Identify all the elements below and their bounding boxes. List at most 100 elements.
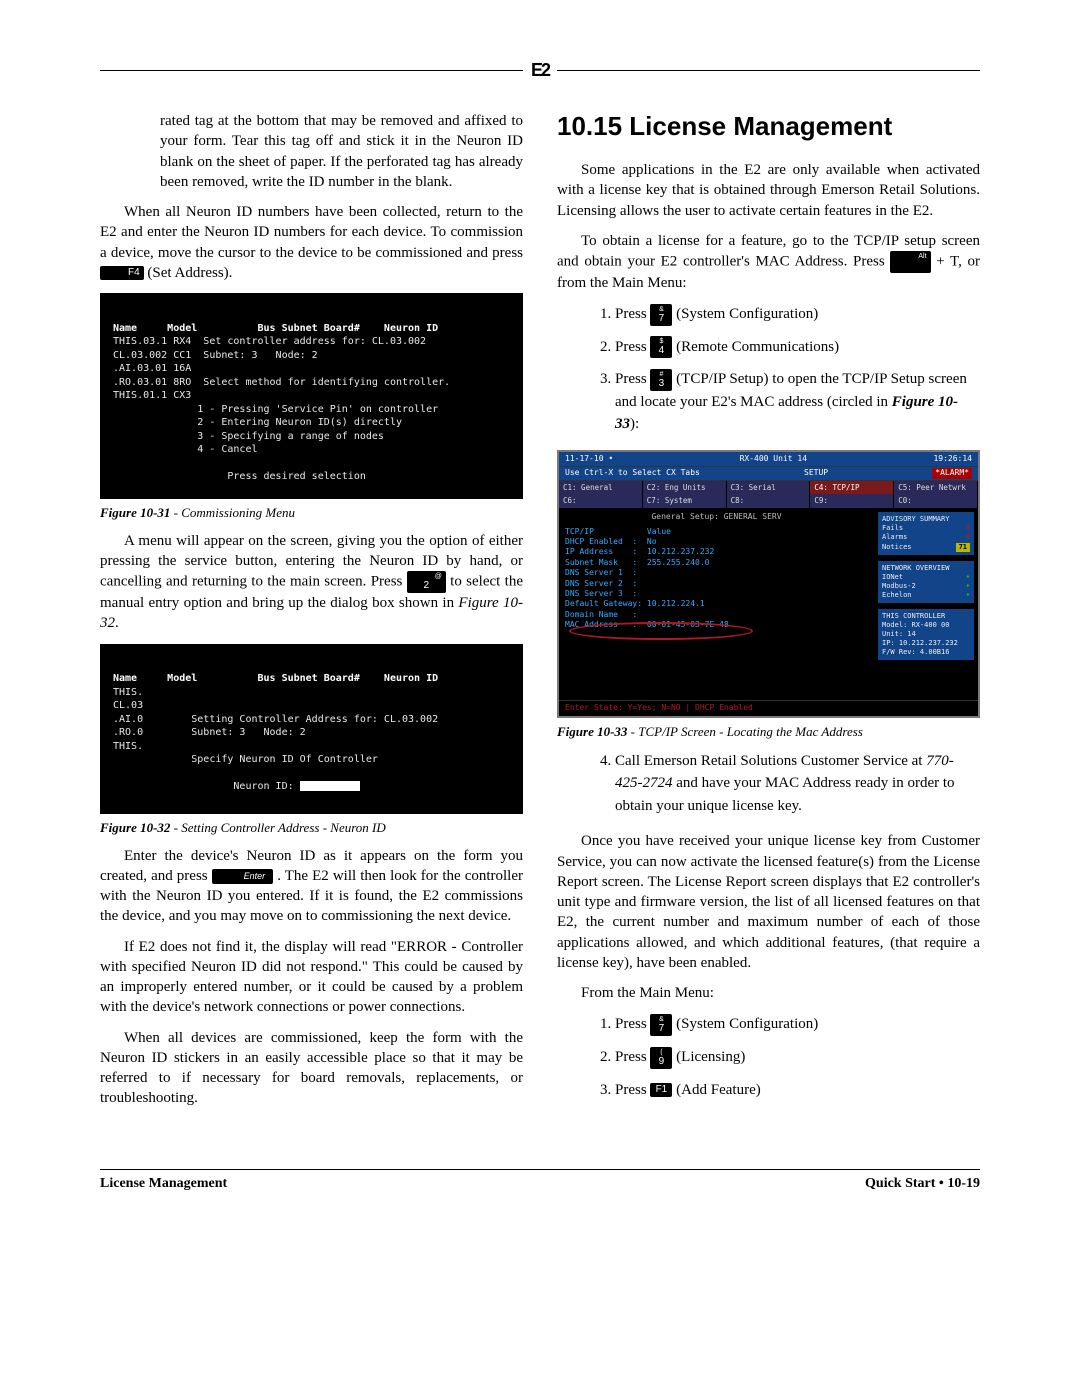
- tcp-subbar: Use Ctrl-X to Select CX Tabs SETUP *ALAR…: [559, 467, 978, 480]
- key-4-icon: $4: [650, 336, 672, 358]
- left-p2-tail: (Set Address).: [147, 265, 232, 281]
- enter-key-label: Enter: [244, 871, 266, 881]
- footer-right-a: Quick Start: [865, 1176, 935, 1191]
- rule-right: [557, 70, 980, 71]
- figure-10-33-screenshot: 11-17-10 • RX-400 Unit 14 19:26:14 Use C…: [557, 450, 980, 718]
- tcp-status: Enter State: Y=Yes; N=NO | DHCP Enabled: [559, 700, 978, 715]
- fk-1: F1: PREV TAB: [559, 716, 643, 718]
- tcp-unit: RX-400 Unit 14: [740, 454, 807, 464]
- key-9-top: (: [654, 1049, 668, 1056]
- footer-right: Quick Start • 10-19: [865, 1176, 980, 1192]
- fig32-r7: Neuron ID:: [113, 781, 294, 792]
- advisory-notices: Notices 71: [882, 543, 970, 552]
- right-p4: From the Main Menu:: [557, 983, 980, 1003]
- tcp-l6: DNS Server 3 :: [565, 589, 637, 598]
- tab-c9: C9:: [810, 494, 894, 508]
- tcp-sub-left: Use Ctrl-X to Select CX Tabs: [565, 468, 700, 478]
- step2-3: Press F1 (Add Feature): [615, 1079, 980, 1102]
- fig31-r3: .RO.03.01 8RO Select method for identify…: [113, 377, 450, 388]
- net-1-v: •: [966, 582, 970, 591]
- tcp-l8: Domain Name :: [565, 610, 637, 619]
- tcp-l2: IP Address : 10.212.237.232: [565, 547, 714, 556]
- net-2-l: Echelon: [882, 591, 912, 600]
- fig31-r2: .AI.03.01 16A: [113, 363, 191, 374]
- mac-address-circle-icon: [569, 622, 753, 640]
- fig32-r5: Specify Neuron ID Of Controller: [113, 754, 378, 765]
- key-7-icon: &7: [650, 304, 672, 326]
- figure-10-32-caption: Figure 10-32 - Setting Controller Addres…: [100, 820, 523, 836]
- adv-alarms-v: 0: [966, 533, 970, 542]
- step4-text: Call Emerson Retail Solutions Customer S…: [615, 753, 926, 769]
- net-0-v: •: [966, 573, 970, 582]
- tcp-side: ADVISORY SUMMARY Fails0 Alarms0 Notices7…: [874, 508, 978, 700]
- fig31-r6: 2 - Entering Neuron ID(s) directly: [113, 417, 402, 428]
- step1-3b: ):: [630, 416, 639, 432]
- column-right: 10.15 License Management Some applicatio…: [557, 111, 980, 1119]
- figure-10-32-screenshot: Name Model Bus Subnet Board# Neuron ID T…: [100, 644, 523, 814]
- footer-left-text: License Management: [100, 1176, 227, 1191]
- fig31-cap-i: - Commissioning Menu: [170, 505, 295, 520]
- tcp-l7: Default Gateway: 10.212.224.1: [565, 599, 705, 608]
- fig31-r5: 1 - Pressing 'Service Pin' on controller: [113, 404, 438, 415]
- net-ionet: IONet•: [882, 573, 970, 582]
- tcp-body: General Setup: GENERAL SERVTCP/IP Value …: [559, 508, 978, 700]
- fig31-r0: THIS.03.1 RX4 Set controller address for…: [113, 336, 426, 347]
- fk-3: F3: EDIT: [727, 716, 811, 718]
- header-logo: E2: [531, 60, 549, 81]
- figure-10-33-caption: Figure 10-33 - TCP/IP Screen - Locating …: [557, 724, 980, 740]
- fig32-r4: THIS.: [113, 741, 143, 752]
- fig31-r8: 4 - Cancel: [113, 444, 258, 455]
- alt-key-icon: Alt: [890, 251, 930, 273]
- fk-5: F5: CANCEL: [894, 716, 978, 718]
- key-9-icon: (9: [650, 1047, 672, 1069]
- fk-2: F2: NEXT TAB: [643, 716, 727, 718]
- left-p2: When all Neuron ID numbers have been col…: [100, 202, 523, 283]
- fig33-cap-i: - TCP/IP Screen - Locating the Mac Addre…: [627, 724, 862, 739]
- fig32-cap-i: - Setting Controller Address - Neuron ID: [170, 820, 385, 835]
- adv-fails-v: 0: [966, 524, 970, 533]
- ctrl-2: IP: 10.212.237.232: [882, 639, 970, 648]
- rule-left: [100, 70, 523, 71]
- fig31-cols: Name Model Bus Subnet Board# Neuron ID: [113, 323, 438, 334]
- tcp-titlebar: 11-17-10 • RX-400 Unit 14 19:26:14: [559, 452, 978, 467]
- fig31-r1: CL.03.002 CC1 Subnet: 3 Node: 2: [113, 350, 318, 361]
- key-7b-icon: &7: [650, 1014, 672, 1036]
- ctrl-title: THIS CONTROLLER: [882, 612, 970, 621]
- net-modbus: Modbus-2 •: [882, 582, 970, 591]
- step1-1: Press &7 (System Configuration): [615, 303, 980, 326]
- page-footer: License Management Quick Start • 10-19: [100, 1169, 980, 1192]
- tcp-date: 11-17-10 •: [565, 454, 613, 464]
- advisory-alarms: Alarms0: [882, 533, 970, 542]
- tcp-l4: DNS Server 1 :: [565, 568, 637, 577]
- fig32-cols: Name Model Bus Subnet Board# Neuron ID: [113, 673, 438, 684]
- left-p6: When all devices are commissioned, keep …: [100, 1028, 523, 1109]
- fig32-r1: CL.03: [113, 700, 143, 711]
- ctrl-3: F/W Rev: 4.00B16: [882, 648, 970, 657]
- key-7-top: &: [654, 306, 668, 313]
- tcp-sub-center: SETUP: [804, 468, 828, 478]
- tab-c8: C8:: [727, 494, 811, 508]
- fig32-cap-b: Figure 10-32: [100, 820, 170, 835]
- key-7-main: 7: [659, 313, 665, 324]
- left-p3: A menu will appear on the screen, giving…: [100, 531, 523, 634]
- columns: rated tag at the bottom that may be remo…: [100, 111, 980, 1119]
- ctrl-0: Model: RX-400 00: [882, 621, 970, 630]
- step2-2-tail: (Licensing): [672, 1049, 745, 1065]
- net-2-v: •: [966, 591, 970, 600]
- net-1-l: Modbus-2: [882, 582, 916, 591]
- f4-key-icon: F4: [100, 266, 144, 280]
- step1-3: Press #3 (TCP/IP Setup) to open the TCP/…: [615, 368, 980, 436]
- tcp-tabs-row1: C1: General C2: Eng Units C3: Serial C4:…: [559, 481, 978, 495]
- tcp-tabs-row2: C6: C7: System C8: C9: C0:: [559, 494, 978, 508]
- fig31-r10: Press desired selection: [113, 471, 366, 482]
- adv-not-v: 71: [956, 543, 970, 552]
- adv-not-l: Notices: [882, 543, 912, 552]
- neuron-id-blank: [300, 781, 360, 791]
- key-2-top: @: [411, 573, 442, 580]
- footer-left: License Management: [100, 1176, 227, 1192]
- network-panel: NETWORK OVERVIEW IONet• Modbus-2• Echelo…: [878, 561, 974, 603]
- alt-key-label: Alt: [894, 253, 926, 260]
- column-left: rated tag at the bottom that may be remo…: [100, 111, 523, 1119]
- tcp-alarm-badge: *ALARM*: [932, 468, 972, 478]
- advisory-panel: ADVISORY SUMMARY Fails0 Alarms0 Notices7…: [878, 512, 974, 554]
